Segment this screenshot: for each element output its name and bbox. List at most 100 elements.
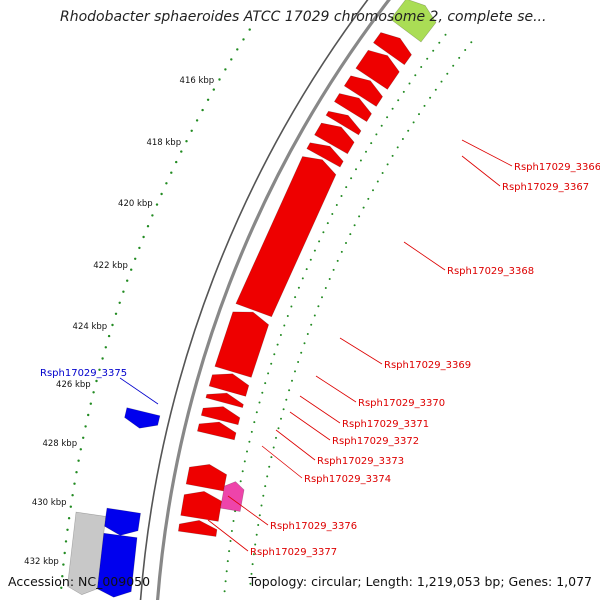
tick-dot	[429, 96, 432, 99]
tick-dot	[440, 80, 443, 83]
tick-dot	[262, 494, 265, 497]
tick-dot	[250, 430, 253, 433]
label-leader-line	[403, 241, 446, 271]
labels-layer: Rsph17029_3366 Rsph17029_3367 Rsph17029_33…	[24, 76, 600, 567]
tick-dot	[268, 465, 271, 468]
tick-dot	[89, 402, 93, 405]
scale-label: 420 kbp	[118, 199, 153, 209]
tick-dot	[321, 296, 323, 299]
tick-dot	[297, 361, 300, 363]
label-leader-line	[315, 375, 357, 403]
gene-label-reverse: Rsph17029_3375	[40, 368, 127, 379]
tick-dot	[107, 334, 111, 338]
backbone-line	[156, 0, 391, 600]
topology-text: Topology: circular; Length: 1,219,053 bp…	[248, 574, 592, 589]
label-leader-line	[299, 395, 341, 424]
tick-dot	[255, 533, 258, 536]
tick-dot	[317, 305, 320, 308]
tick-dot	[264, 382, 267, 385]
scale-label: 428 kbp	[42, 439, 77, 449]
label-leader-line	[207, 519, 249, 552]
tick-dot	[248, 28, 251, 31]
tick-dot	[230, 58, 233, 61]
forward-gene-arrow	[355, 49, 400, 90]
tick-dot	[381, 172, 384, 174]
gene-label-forward: Rsph17029_3374	[304, 474, 391, 485]
backbone-inner-line	[139, 0, 369, 600]
tick-dot	[350, 177, 353, 180]
tick-dot	[345, 242, 347, 244]
grey-feature-arrow	[67, 511, 107, 596]
tick-dot	[362, 206, 365, 209]
tick-dot	[242, 38, 245, 41]
tick-dot	[365, 150, 367, 153]
tick-dot	[62, 563, 65, 566]
scale-label: 422 kbp	[93, 261, 128, 271]
tick-dot	[407, 129, 410, 132]
tick-dot	[185, 140, 188, 143]
tick-dot	[218, 78, 221, 81]
tick-dot	[64, 540, 68, 543]
tick-dot	[264, 485, 267, 488]
tick-dot	[175, 160, 178, 164]
tick-dot	[340, 250, 343, 253]
tick-dot	[313, 314, 316, 317]
tick-dot	[224, 580, 227, 583]
tick-dot	[380, 124, 383, 127]
tick-dot	[165, 182, 168, 185]
backbone-layer	[139, 0, 391, 600]
tick-dot	[294, 370, 296, 373]
gene-label-forward: Rsph17029_3368	[447, 266, 534, 277]
tick-dot	[266, 475, 269, 478]
tick-dot	[122, 290, 125, 293]
tick-dot	[236, 48, 239, 51]
tick-dot	[273, 353, 276, 356]
tick-dot	[414, 74, 417, 77]
tick-dot	[67, 517, 71, 520]
tick-dot	[286, 315, 289, 317]
tick-dot	[300, 351, 303, 354]
forward-gene-arrow	[333, 93, 372, 122]
tick-dot	[301, 277, 304, 280]
tick-dot	[408, 82, 411, 85]
tick-dot	[340, 195, 343, 197]
map-title: Rhodobacter sphaeroides ATCC 17029 chrom…	[60, 9, 547, 25]
tick-dot	[270, 456, 273, 459]
tick-dot	[246, 450, 248, 453]
tick-dot	[290, 305, 293, 308]
tick-dot	[282, 408, 285, 411]
tick-dot	[372, 189, 374, 192]
tick-dot	[71, 494, 74, 497]
tick-dot	[285, 398, 288, 401]
tick-dot	[206, 98, 210, 102]
tick-dot	[318, 240, 321, 243]
tick-dot	[279, 334, 282, 336]
tick-dot	[376, 180, 379, 183]
tick-dot	[446, 72, 449, 75]
forward-gene-arrow	[214, 311, 269, 378]
scale-label: 430 kbp	[32, 498, 67, 508]
scale-label: 426 kbp	[56, 380, 91, 390]
tick-dot	[239, 480, 242, 483]
tick-dot	[396, 146, 399, 149]
tick-dot	[349, 233, 352, 236]
tick-dot	[386, 163, 389, 166]
tick-dot	[84, 425, 87, 428]
tick-dot	[452, 64, 455, 67]
tick-dot	[418, 113, 420, 116]
tick-dot	[170, 171, 173, 174]
tick-dot	[226, 560, 229, 563]
forward-gene-arrow	[373, 32, 412, 66]
tick-dot	[375, 133, 378, 136]
tick-dot	[255, 411, 258, 414]
tick-dot	[275, 436, 277, 439]
label-leaders-layer	[119, 139, 513, 552]
tick-dot	[335, 204, 338, 206]
tick-dot	[397, 99, 400, 102]
forward-gene-arrow	[208, 373, 250, 397]
tick-dot	[252, 553, 255, 556]
tick-dot	[277, 427, 280, 430]
tick-dot	[332, 268, 335, 271]
tick-dot	[386, 116, 389, 119]
